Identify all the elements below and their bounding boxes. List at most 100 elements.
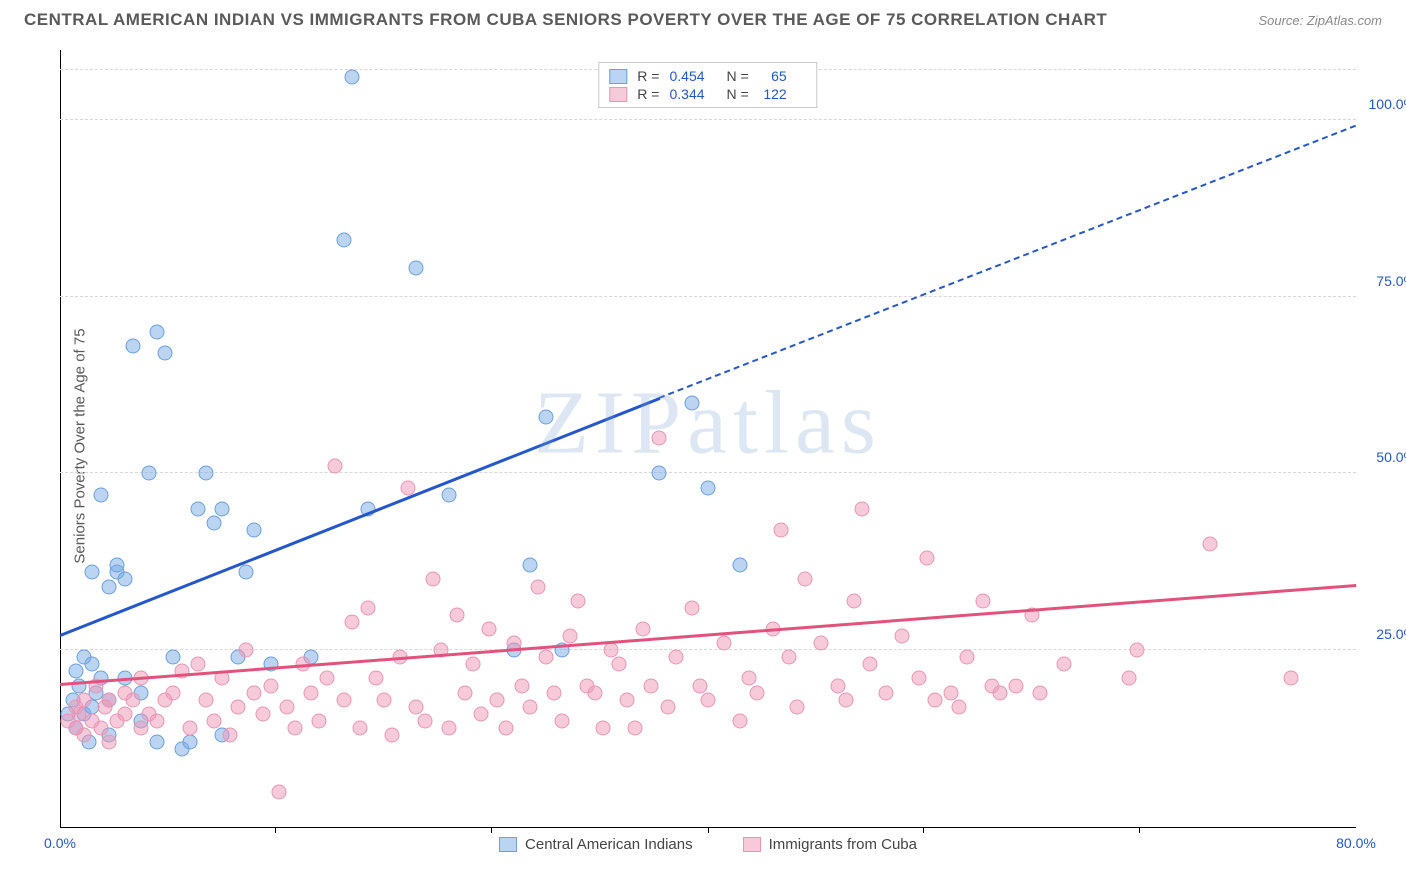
data-point: [749, 685, 764, 700]
data-point: [215, 501, 230, 516]
data-point: [328, 459, 343, 474]
data-point: [312, 713, 327, 728]
data-point: [571, 593, 586, 608]
data-point: [85, 565, 100, 580]
data-point: [668, 650, 683, 665]
data-point: [530, 579, 545, 594]
legend-swatch-icon: [609, 69, 627, 84]
data-point: [1008, 678, 1023, 693]
data-point: [701, 480, 716, 495]
x-tick: [923, 827, 924, 833]
data-point: [101, 735, 116, 750]
data-point: [798, 572, 813, 587]
data-point: [336, 232, 351, 247]
data-point: [190, 657, 205, 672]
gridline: [60, 119, 1356, 120]
data-point: [1057, 657, 1072, 672]
data-point: [206, 515, 221, 530]
data-point: [409, 699, 424, 714]
series-legend: Central American Indians Immigrants from…: [499, 836, 917, 853]
legend-r-label: R =: [637, 68, 659, 84]
data-point: [790, 699, 805, 714]
data-point: [911, 671, 926, 686]
data-point: [919, 551, 934, 566]
legend-n-label: N =: [727, 68, 749, 84]
gridline: [60, 649, 1356, 650]
data-point: [474, 706, 489, 721]
gridline: [60, 472, 1356, 473]
data-point: [190, 501, 205, 516]
data-point: [125, 692, 140, 707]
data-point: [992, 685, 1007, 700]
correlation-legend: R = 0.454 N = 65 R = 0.344 N = 122: [598, 62, 817, 108]
data-point: [198, 692, 213, 707]
data-point: [595, 720, 610, 735]
data-point: [344, 70, 359, 85]
data-point: [498, 720, 513, 735]
data-point: [466, 657, 481, 672]
data-point: [368, 671, 383, 686]
data-point: [198, 466, 213, 481]
data-point: [336, 692, 351, 707]
scatter-plot: ZIPatlas R = 0.454 N = 65 R = 0.344 N = …: [60, 50, 1356, 828]
data-point: [223, 728, 238, 743]
legend-series-label: Immigrants from Cuba: [769, 836, 917, 853]
data-point: [77, 692, 92, 707]
data-point: [960, 650, 975, 665]
legend-swatch-icon: [499, 837, 517, 852]
plot-border: [60, 50, 1356, 827]
data-point: [271, 784, 286, 799]
data-point: [352, 720, 367, 735]
data-point: [239, 643, 254, 658]
data-point: [182, 720, 197, 735]
y-tick-label: 100.0%: [1369, 96, 1406, 112]
data-point: [441, 720, 456, 735]
legend-r-label: R =: [637, 86, 659, 102]
data-point: [142, 466, 157, 481]
data-point: [320, 671, 335, 686]
data-point: [425, 572, 440, 587]
data-point: [514, 678, 529, 693]
y-tick-label: 75.0%: [1376, 273, 1406, 289]
data-point: [684, 395, 699, 410]
data-point: [166, 650, 181, 665]
data-point: [684, 600, 699, 615]
x-tick: [708, 827, 709, 833]
data-point: [377, 692, 392, 707]
data-point: [174, 664, 189, 679]
data-point: [733, 713, 748, 728]
x-tick: [275, 827, 276, 833]
data-point: [1122, 671, 1137, 686]
chart-title: CENTRAL AMERICAN INDIAN VS IMMIGRANTS FR…: [24, 10, 1107, 30]
data-point: [628, 720, 643, 735]
data-point: [182, 735, 197, 750]
data-point: [863, 657, 878, 672]
data-point: [150, 324, 165, 339]
data-point: [563, 629, 578, 644]
data-point: [539, 650, 554, 665]
x-tick-label: 80.0%: [1336, 835, 1376, 851]
data-point: [231, 699, 246, 714]
data-point: [117, 706, 132, 721]
data-point: [733, 558, 748, 573]
legend-row: R = 0.344 N = 122: [609, 85, 786, 103]
data-point: [1284, 671, 1299, 686]
legend-n-value: 65: [759, 68, 787, 84]
data-point: [539, 409, 554, 424]
data-point: [636, 621, 651, 636]
data-point: [344, 614, 359, 629]
x-tick: [491, 827, 492, 833]
data-point: [77, 728, 92, 743]
legend-row: R = 0.454 N = 65: [609, 67, 786, 85]
data-point: [117, 572, 132, 587]
data-point: [895, 629, 910, 644]
data-point: [125, 339, 140, 354]
legend-swatch-icon: [609, 87, 627, 102]
data-point: [247, 685, 262, 700]
x-tick: [1139, 827, 1140, 833]
data-point: [660, 699, 675, 714]
data-point: [417, 713, 432, 728]
data-point: [93, 720, 108, 735]
legend-item: Immigrants from Cuba: [743, 836, 917, 853]
data-point: [782, 650, 797, 665]
